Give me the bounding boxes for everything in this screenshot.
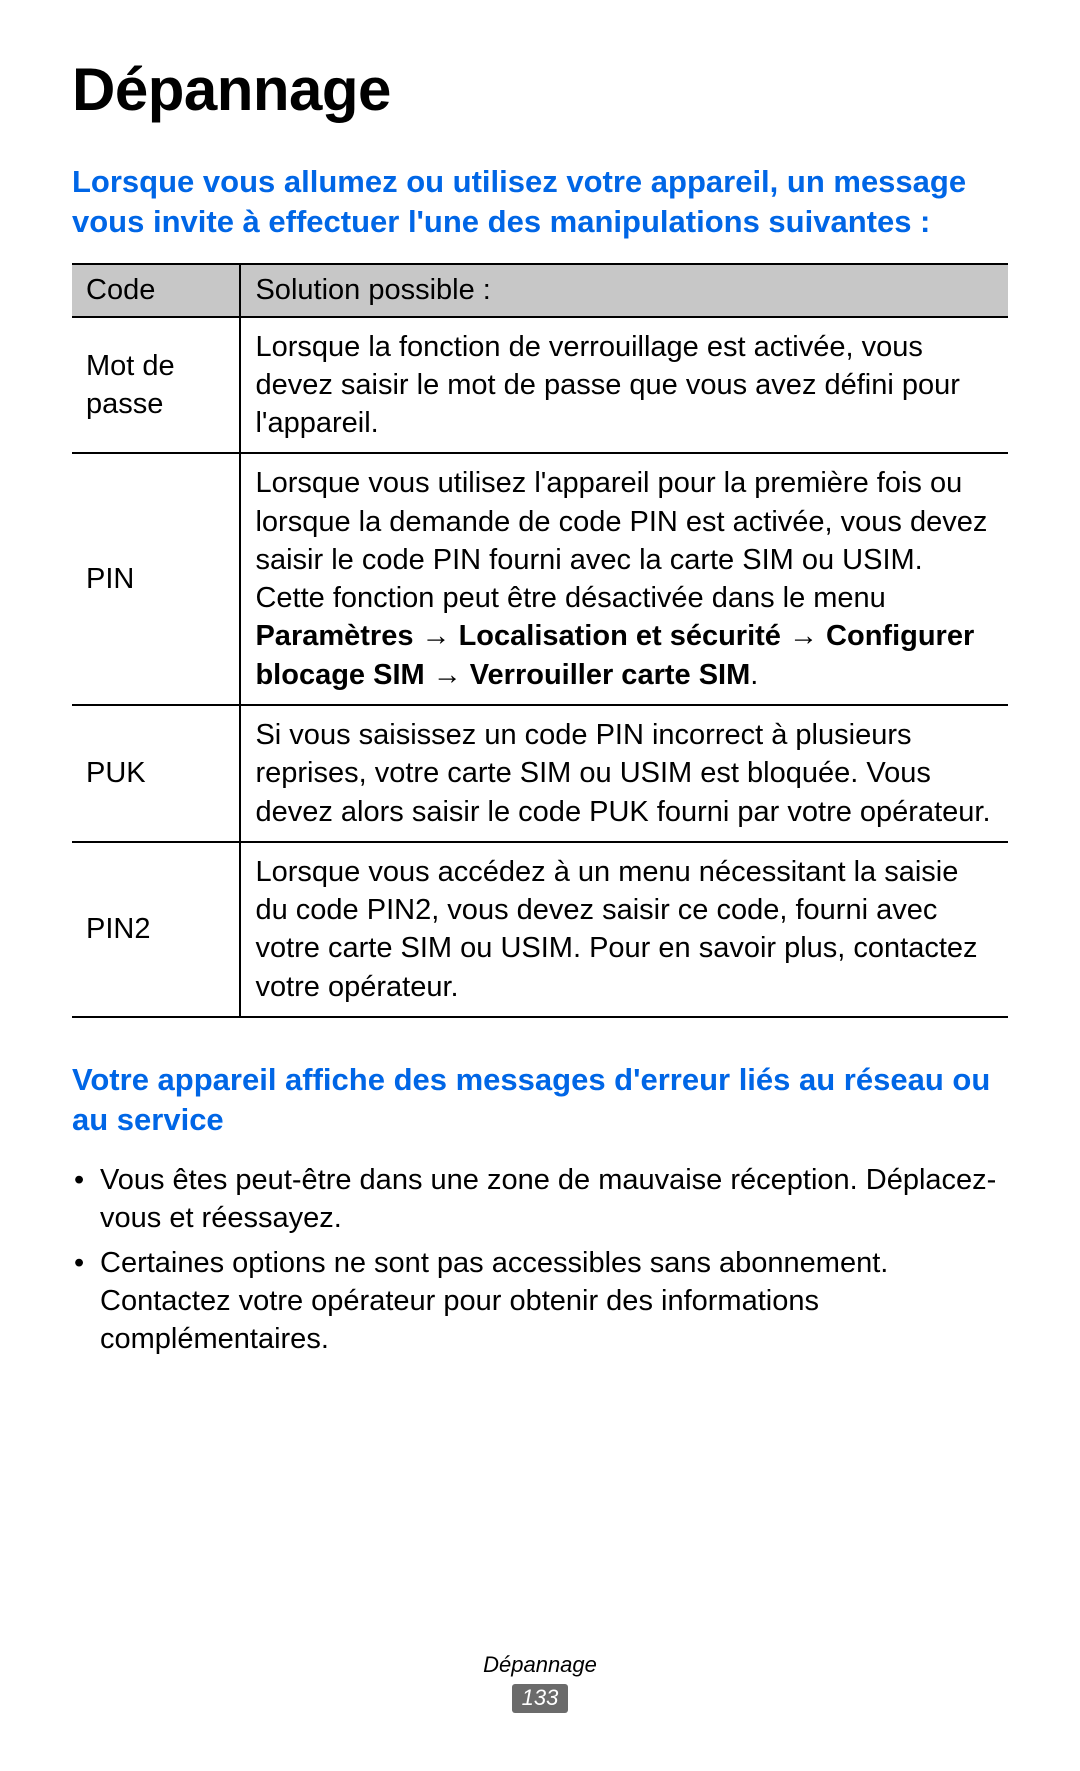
code-cell: PIN bbox=[72, 453, 240, 705]
section-heading-prompt: Lorsque vous allumez ou utilisez votre a… bbox=[72, 162, 1008, 241]
solution-cell: Lorsque la fonction de verrouillage est … bbox=[240, 317, 1008, 454]
document-page: Dépannage Lorsque vous allumez ou utilis… bbox=[0, 0, 1080, 1771]
code-cell: PUK bbox=[72, 705, 240, 842]
menu-path-segment: Verrouiller carte SIM bbox=[470, 659, 750, 691]
list-item: Certaines options ne sont pas accessible… bbox=[72, 1244, 1008, 1359]
solution-text: Lorsque vous utilisez l'appareil pour la… bbox=[255, 467, 987, 614]
page-title: Dépannage bbox=[72, 55, 1008, 124]
code-cell: PIN2 bbox=[72, 842, 240, 1017]
section-heading-errors: Votre appareil affiche des messages d'er… bbox=[72, 1060, 1008, 1139]
code-cell: Mot de passe bbox=[72, 317, 240, 454]
arrow-icon: → bbox=[413, 620, 458, 652]
bullet-list: Vous êtes peut-être dans une zone de mau… bbox=[72, 1161, 1008, 1358]
solution-text: . bbox=[750, 659, 758, 691]
solution-cell: Lorsque vous accédez à un menu nécessita… bbox=[240, 842, 1008, 1017]
page-number-badge: 133 bbox=[512, 1684, 569, 1713]
menu-path-segment: Paramètres bbox=[255, 620, 413, 652]
table-header-row: Code Solution possible : bbox=[72, 264, 1008, 316]
table-row: PUK Si vous saisissez un code PIN incorr… bbox=[72, 705, 1008, 842]
list-item: Vous êtes peut-être dans une zone de mau… bbox=[72, 1161, 1008, 1238]
codes-table: Code Solution possible : Mot de passe Lo… bbox=[72, 263, 1008, 1018]
table-header-code: Code bbox=[72, 264, 240, 316]
table-row: PIN2 Lorsque vous accédez à un menu néce… bbox=[72, 842, 1008, 1017]
footer-section-label: Dépannage bbox=[0, 1652, 1080, 1678]
table-row: Mot de passe Lorsque la fonction de verr… bbox=[72, 317, 1008, 454]
arrow-icon: → bbox=[781, 620, 826, 652]
menu-path-segment: Localisation et sécurité bbox=[459, 620, 781, 652]
arrow-icon: → bbox=[425, 659, 470, 691]
solution-cell: Lorsque vous utilisez l'appareil pour la… bbox=[240, 453, 1008, 705]
table-header-solution: Solution possible : bbox=[240, 264, 1008, 316]
table-row: PIN Lorsque vous utilisez l'appareil pou… bbox=[72, 453, 1008, 705]
page-footer: Dépannage 133 bbox=[0, 1652, 1080, 1713]
solution-cell: Si vous saisissez un code PIN incorrect … bbox=[240, 705, 1008, 842]
